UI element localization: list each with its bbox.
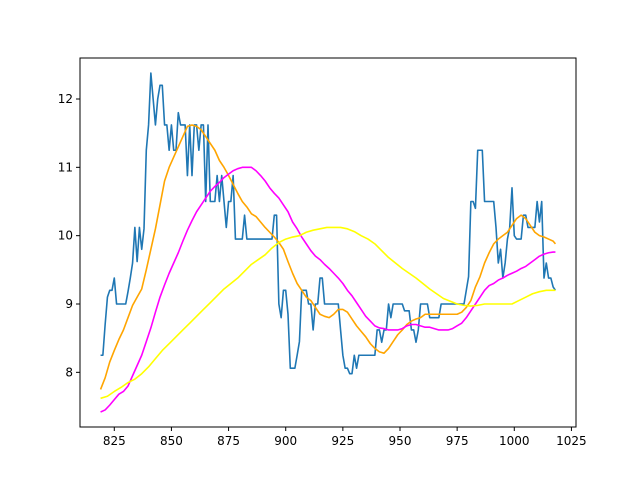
series-line-1 [99, 124, 557, 390]
x-tick-label: 875 [217, 434, 240, 448]
series-line-2 [100, 166, 556, 413]
x-axis: 825 850 875 900 925 950 975 1000 1025 [103, 427, 587, 448]
x-tick-label: 1025 [556, 434, 587, 448]
x-tick-label: 925 [331, 434, 354, 448]
y-tick-label: 9 [65, 297, 73, 311]
y-axis: 8 9 10 11 12 [58, 92, 80, 379]
x-tick-label: 850 [160, 434, 183, 448]
y-tick-label: 8 [65, 365, 73, 379]
series-line-3 [100, 226, 556, 400]
y-tick-label: 11 [58, 160, 73, 174]
plot-frame [79, 57, 577, 428]
y-tick-label: 12 [58, 92, 73, 106]
series-line-0 [100, 72, 557, 375]
series-layer [99, 72, 557, 413]
plot-area [80, 58, 576, 427]
x-tick-label: 950 [389, 434, 412, 448]
x-tick-label: 900 [274, 434, 297, 448]
x-tick-label: 1000 [499, 434, 530, 448]
x-tick-label: 975 [446, 434, 469, 448]
y-tick-label: 10 [58, 229, 73, 243]
x-tick-label: 825 [103, 434, 126, 448]
